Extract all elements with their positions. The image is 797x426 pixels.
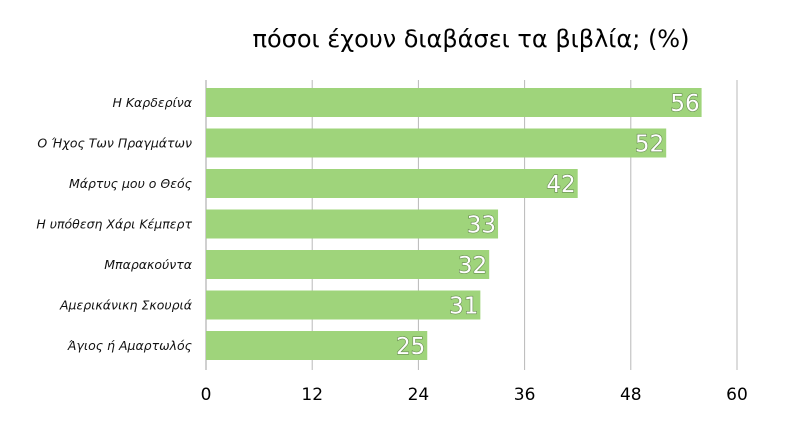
category-label: Μάρτυς μου ο Θεός bbox=[69, 176, 192, 191]
chart-title: πόσοι έχουν διαβάσει τα βιβλία; (%) bbox=[253, 25, 690, 53]
data-label: 32 bbox=[458, 253, 487, 279]
data-label: 42 bbox=[546, 172, 575, 198]
bar bbox=[206, 88, 702, 117]
category-label: Άγιος ή Αμαρτωλός bbox=[67, 338, 192, 353]
x-tick-label: 36 bbox=[514, 385, 536, 405]
bar bbox=[206, 209, 499, 239]
x-tick-label: 60 bbox=[726, 385, 748, 405]
data-label: 25 bbox=[396, 334, 425, 360]
data-label: 33 bbox=[467, 213, 496, 239]
category-label: Η υπόθεση Χάρι Κέμπερτ bbox=[36, 217, 192, 232]
data-label: 31 bbox=[449, 294, 478, 320]
data-label: 56 bbox=[670, 91, 699, 117]
category-label: Μπαρακούντα bbox=[104, 257, 192, 272]
category-label: Ο Ήχος Των Πραγμάτων bbox=[37, 136, 192, 151]
x-tick-label: 12 bbox=[301, 385, 323, 405]
x-tick-label: 48 bbox=[620, 385, 642, 405]
x-tick-label: 0 bbox=[201, 385, 212, 405]
bar bbox=[206, 290, 481, 320]
bar bbox=[206, 128, 667, 158]
category-label: Αμερικάνικη Σκουριά bbox=[59, 298, 193, 313]
x-tick-label: 24 bbox=[408, 385, 430, 405]
bar bbox=[206, 250, 490, 279]
data-label: 52 bbox=[635, 132, 664, 158]
bar bbox=[206, 169, 578, 198]
bar bbox=[206, 331, 428, 360]
category-label: Η Καρδερίνα bbox=[112, 95, 192, 110]
